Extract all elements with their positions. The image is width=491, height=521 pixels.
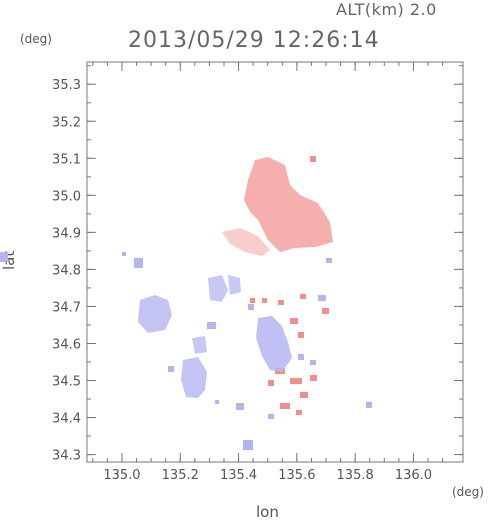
y-tick-label: 34.4 (52, 412, 81, 427)
x-axis-label: lon (256, 503, 279, 521)
y-axis-unit: (deg) (20, 32, 52, 46)
echo-positive-north-fringe (222, 228, 270, 256)
x-tick-label: 135.6 (278, 468, 315, 483)
y-tick-label: 34.7 (52, 300, 81, 315)
y-tick-label: 34.5 (52, 375, 81, 390)
echo-negative-mid2 (228, 275, 241, 295)
y-tick-label: 35.1 (52, 152, 81, 167)
plot-frame (86, 61, 464, 463)
echo-negative-mid (208, 275, 228, 302)
x-tick-label: 135.8 (337, 468, 374, 483)
echo-negative-west (138, 295, 172, 333)
y-tick-label: 34.9 (52, 226, 81, 241)
x-tick-label: 135.0 (103, 468, 140, 483)
y-tick-label: 35.2 (52, 115, 81, 130)
axis-ticks: 135.0 135.2 135.4 135.6 135.8 136.0 34.3 34.4 34… (52, 62, 463, 483)
y-tick-label: 34.3 (52, 449, 81, 464)
x-tick-label: 135.2 (162, 468, 199, 483)
altitude-label: ALT(km) 2.0 (336, 0, 437, 19)
echo-negative-central (256, 316, 292, 372)
y-tick-label: 35.0 (52, 189, 81, 204)
echo-negative-scatter (0, 252, 372, 450)
echo-negative-south (181, 357, 207, 398)
y-tick-label: 34.6 (52, 337, 81, 352)
y-tick-label: 34.8 (52, 263, 81, 278)
echo-negative-small (192, 336, 207, 354)
x-tick-label: 136.0 (395, 468, 432, 483)
scan-timestamp: 2013/05/29 12:26:14 (128, 28, 380, 53)
echo-positive-north (244, 157, 333, 252)
x-axis-unit: (deg) (452, 485, 484, 499)
echo-layer (0, 156, 372, 450)
y-tick-label: 35.3 (52, 78, 81, 93)
x-tick-label: 135.4 (220, 468, 257, 483)
